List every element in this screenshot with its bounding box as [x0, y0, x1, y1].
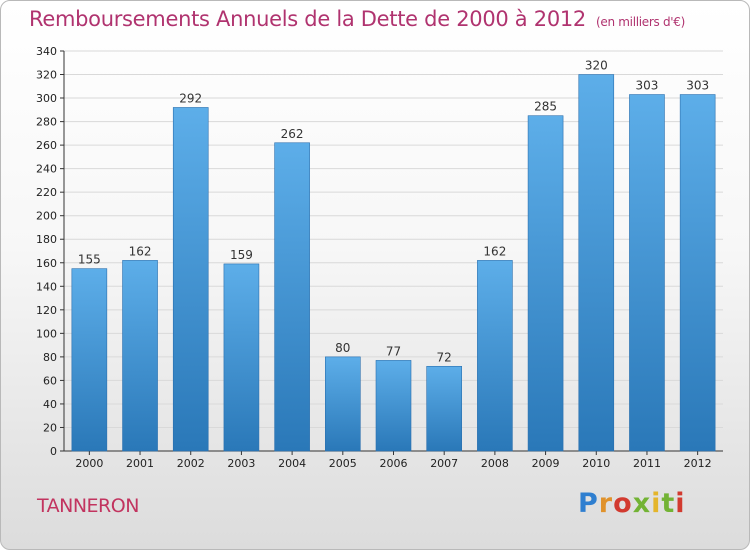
y-tick-label: 340 [36, 45, 57, 58]
y-tick-label: 120 [36, 304, 57, 317]
bar [122, 260, 158, 452]
bar [527, 115, 564, 452]
bar [223, 263, 260, 452]
proxiti-logo[interactable]: Proxiti [578, 488, 686, 519]
x-tick-label: 2004 [278, 457, 306, 470]
y-tick-label: 300 [36, 92, 57, 105]
x-tick-label: 2002 [177, 457, 205, 470]
unit-note: (en milliers d'€) [596, 15, 686, 29]
bar [426, 365, 462, 452]
logo-letter: r [598, 488, 614, 519]
bar [375, 360, 412, 452]
x-tick-label: 2000 [75, 457, 103, 470]
y-tick-label: 140 [36, 280, 57, 293]
x-tick-label: 2008 [481, 457, 509, 470]
y-tick-label: 20 [43, 421, 57, 434]
bar-value-label: 77 [386, 344, 401, 358]
y-tick-label: 80 [43, 351, 57, 364]
y-tick-label: 180 [36, 233, 57, 246]
bar-value-label: 162 [129, 244, 152, 258]
bar [172, 107, 209, 452]
bar-value-label: 292 [179, 91, 202, 105]
chart-title: Remboursements Annuels de la Dette de 20… [29, 7, 685, 31]
bar-value-label: 285 [534, 100, 557, 114]
y-tick-label: 220 [36, 186, 57, 199]
bar-value-label: 159 [230, 248, 253, 262]
bar [679, 94, 716, 452]
x-tick-label: 2006 [380, 457, 408, 470]
bar-value-label: 155 [78, 253, 101, 267]
y-tick-label: 280 [36, 116, 57, 129]
town-name: TANNERON [37, 495, 139, 517]
bar [578, 74, 615, 452]
bar-value-label: 303 [636, 79, 659, 93]
bar [274, 142, 310, 452]
logo-letter: i [675, 488, 686, 519]
logo-letter: t [661, 488, 676, 519]
x-tick-label: 2007 [430, 457, 458, 470]
bar-value-label: 72 [437, 350, 452, 364]
y-tick-label: 100 [36, 327, 57, 340]
bar-value-label: 303 [686, 79, 709, 93]
title-text: Remboursements Annuels de la Dette de 20… [29, 7, 586, 31]
logo-letter: i [651, 488, 662, 519]
x-tick-label: 2001 [126, 457, 154, 470]
y-tick-label: 0 [50, 445, 57, 458]
labels: 155 162 292 159 262 80 77 72 162 285 320 303 303 [78, 59, 709, 365]
y-tick-label: 320 [36, 69, 57, 82]
logo-letter: P [578, 488, 599, 519]
bar [71, 268, 108, 452]
x-tick-label: 2003 [227, 457, 255, 470]
y-tick-label: 60 [43, 374, 57, 387]
x-tick-label: 2012 [684, 457, 712, 470]
y-tick-label: 200 [36, 210, 57, 223]
bar-value-label: 320 [585, 59, 608, 73]
logo-letter: o [613, 488, 633, 519]
x-tick-label: 2005 [329, 457, 357, 470]
x-tick-label: 2009 [532, 457, 560, 470]
logo-letter: x [632, 488, 652, 519]
bar [325, 356, 361, 452]
bars [71, 74, 716, 452]
y-tick-label: 40 [43, 398, 57, 411]
y-tick-label: 160 [36, 257, 57, 270]
x-tick-label: 2011 [633, 457, 661, 470]
bar-value-label: 80 [335, 341, 350, 355]
x-tick-label: 2010 [582, 457, 610, 470]
bar-value-label: 162 [483, 244, 506, 258]
bar-value-label: 262 [281, 127, 304, 141]
bar [629, 94, 665, 452]
bar [477, 260, 513, 452]
y-tick-label: 260 [36, 139, 57, 152]
y-tick-label: 240 [36, 163, 57, 176]
